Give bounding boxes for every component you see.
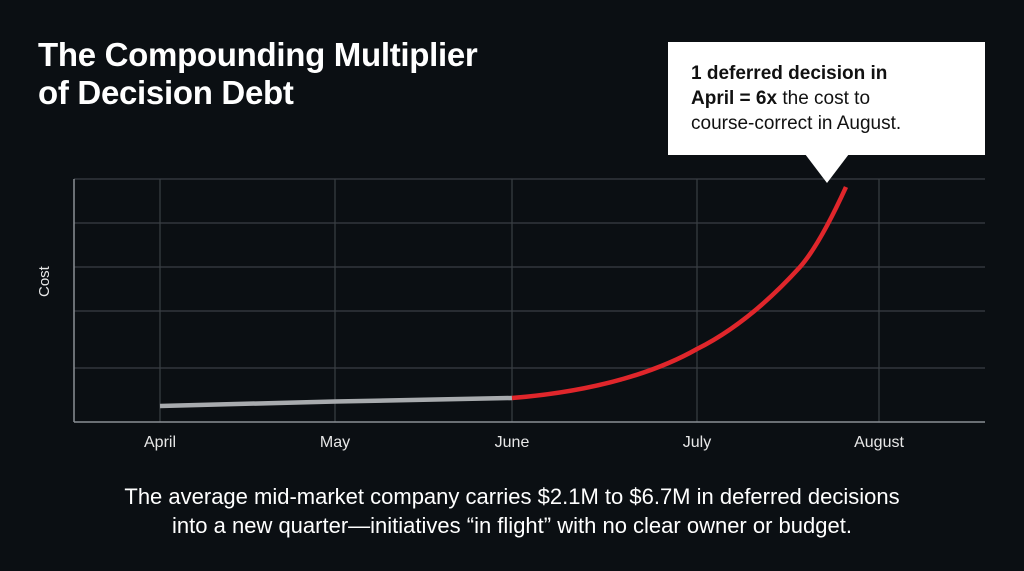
vertical-gridlines [159, 179, 880, 422]
annotation-callout: 1 deferred decision in April = 6x the co… [668, 42, 985, 155]
callout-bold-line-1: 1 deferred decision in [691, 63, 888, 84]
baseline-series-line [159, 395, 513, 409]
chart-title: The Compounding Multiplier of Decision D… [38, 36, 598, 112]
x-tick-august: August [854, 434, 904, 451]
x-tick-june: June [494, 434, 530, 451]
title-line-2: of Decision Debt [38, 74, 294, 111]
footer-caption: The average mid-market company carries $… [0, 482, 1024, 540]
x-tick-may: May [319, 434, 351, 451]
title-line-1: The Compounding Multiplier [38, 36, 478, 73]
horizontal-gridlines [74, 178, 985, 369]
callout-pointer-triangle [805, 154, 849, 183]
y-axis-label-text: Cost [36, 266, 53, 297]
x-tick-april: April [143, 434, 177, 451]
x-tick-july: July [682, 434, 712, 451]
compounding-series-line [511, 186, 849, 401]
footer-line-1: The average mid-market company carries $… [124, 484, 900, 509]
footer-line-2: into a new quarter—initiatives “in fligh… [172, 513, 852, 538]
callout-line-3: course-correct in August. [691, 113, 902, 134]
axes [73, 179, 985, 423]
y-axis-label: Cost [36, 257, 53, 297]
callout-bold-line-2: April = 6x [691, 88, 778, 109]
callout-line-2-rest: the cost to [777, 88, 871, 109]
